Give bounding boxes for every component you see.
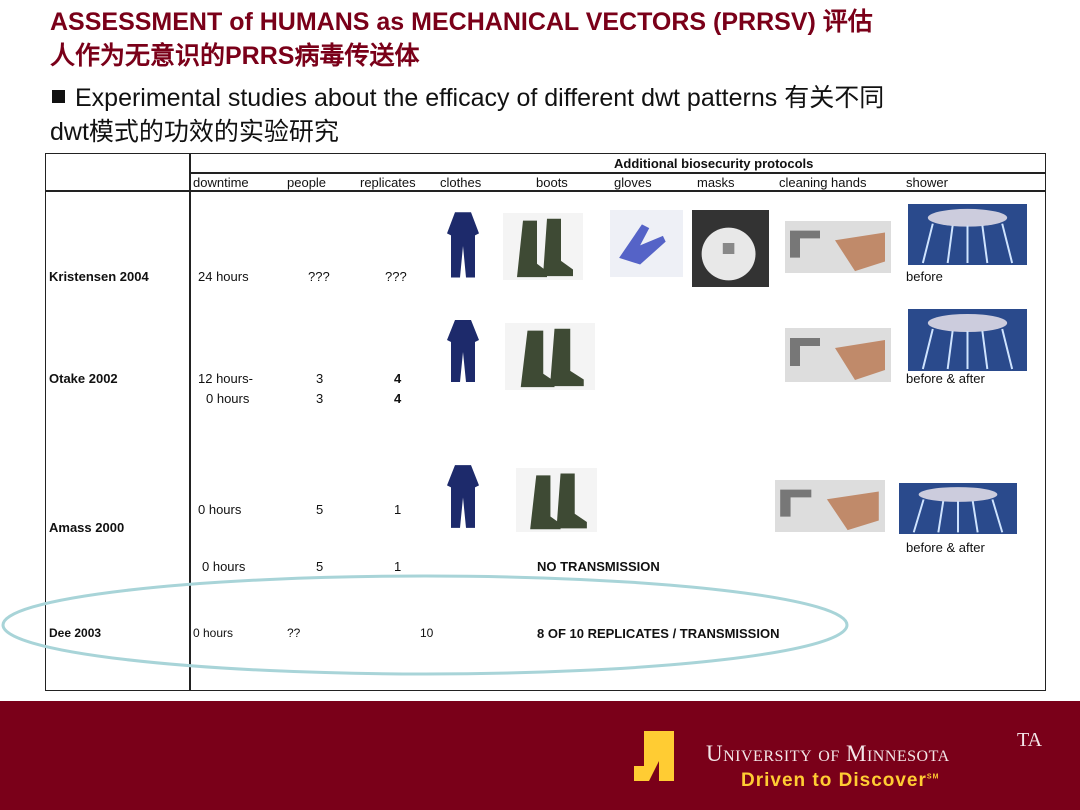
replicates-value: 1 xyxy=(394,502,402,517)
shower-photo-icon xyxy=(899,483,1017,534)
title-line-2: 人作为无意识的PRRS病毒传送体 xyxy=(50,42,420,70)
tagline-mark: SM xyxy=(926,773,940,781)
clothes-photo-icon xyxy=(443,207,483,287)
col-clothes: clothes xyxy=(440,175,482,190)
people-value: 5 xyxy=(316,559,324,574)
study-amass: Amass 2000 xyxy=(49,520,125,535)
col-shower: shower xyxy=(906,175,948,190)
hands-photo-icon xyxy=(775,480,885,532)
result-value: 8 OF 10 REPLICATES / TRANSMISSION xyxy=(537,626,780,641)
downtime-value: 0 hours xyxy=(193,626,234,640)
clothes-photo-icon xyxy=(443,315,483,391)
shower-value: before & after xyxy=(906,540,985,555)
people-value: 3 xyxy=(316,371,324,386)
gloves-photo-icon xyxy=(610,210,683,277)
study-otake: Otake 2002 xyxy=(49,371,118,386)
bullet-line-2: dwt模式的功效的实验研究 xyxy=(50,118,339,146)
hands-photo-icon xyxy=(785,328,891,382)
downtime-value: 24 hours xyxy=(198,269,249,284)
downtime-value: 0 hours xyxy=(198,502,242,517)
corner-text: TA xyxy=(1017,729,1043,751)
highlight-ellipse xyxy=(1,574,849,676)
university-m-logo-icon xyxy=(634,731,674,781)
studies-table xyxy=(45,153,1046,691)
col-downtime: downtime xyxy=(193,175,249,190)
group-header: Additional biosecurity protocols xyxy=(614,156,814,171)
people-value: 5 xyxy=(316,502,324,517)
col-people: people xyxy=(287,175,327,190)
replicates-value: 4 xyxy=(394,391,402,406)
bullet-line-1: Experimental studies about the efficacy … xyxy=(75,84,885,112)
replicates-value: 4 xyxy=(394,371,402,386)
people-value: ??? xyxy=(308,269,330,284)
col-cleaning-hands: cleaning hands xyxy=(779,175,867,190)
university-name: University of Minnesota xyxy=(706,741,950,766)
col-replicates: replicates xyxy=(360,175,416,190)
bullet-square-icon xyxy=(52,90,65,103)
downtime-value: 0 hours xyxy=(202,559,246,574)
shower-photo-icon xyxy=(908,204,1027,265)
mask-photo-icon xyxy=(692,210,769,287)
col-boots: boots xyxy=(536,175,568,190)
tagline-text: Driven to Discover xyxy=(741,770,927,791)
replicates-value: ??? xyxy=(385,269,407,284)
col-masks: masks xyxy=(697,175,735,190)
tagline: Driven to DiscoverSM xyxy=(741,770,939,792)
downtime-value: 12 hours- xyxy=(198,371,253,386)
boots-photo-icon xyxy=(505,323,595,390)
people-value: ?? xyxy=(287,626,301,640)
study-kristensen: Kristensen 2004 xyxy=(49,269,149,284)
downtime-value: 0 hours xyxy=(206,391,250,406)
replicates-value: 10 xyxy=(420,626,434,640)
shower-photo-icon xyxy=(908,309,1027,371)
footer-banner: University of Minnesota Driven to Discov… xyxy=(0,701,1080,810)
boots-photo-icon xyxy=(503,213,583,280)
result-value: NO TRANSMISSION xyxy=(537,559,660,574)
shower-value: before & after xyxy=(906,371,985,386)
col-gloves: gloves xyxy=(614,175,652,190)
boots-photo-icon xyxy=(516,468,597,532)
title-line-1: ASSESSMENT of HUMANS as MECHANICAL VECTO… xyxy=(50,8,873,36)
clothes-photo-icon xyxy=(443,460,483,537)
shower-value: before xyxy=(906,269,943,284)
hands-photo-icon xyxy=(785,221,891,273)
study-dee: Dee 2003 xyxy=(49,626,102,640)
people-value: 3 xyxy=(316,391,324,406)
replicates-value: 1 xyxy=(394,559,402,574)
